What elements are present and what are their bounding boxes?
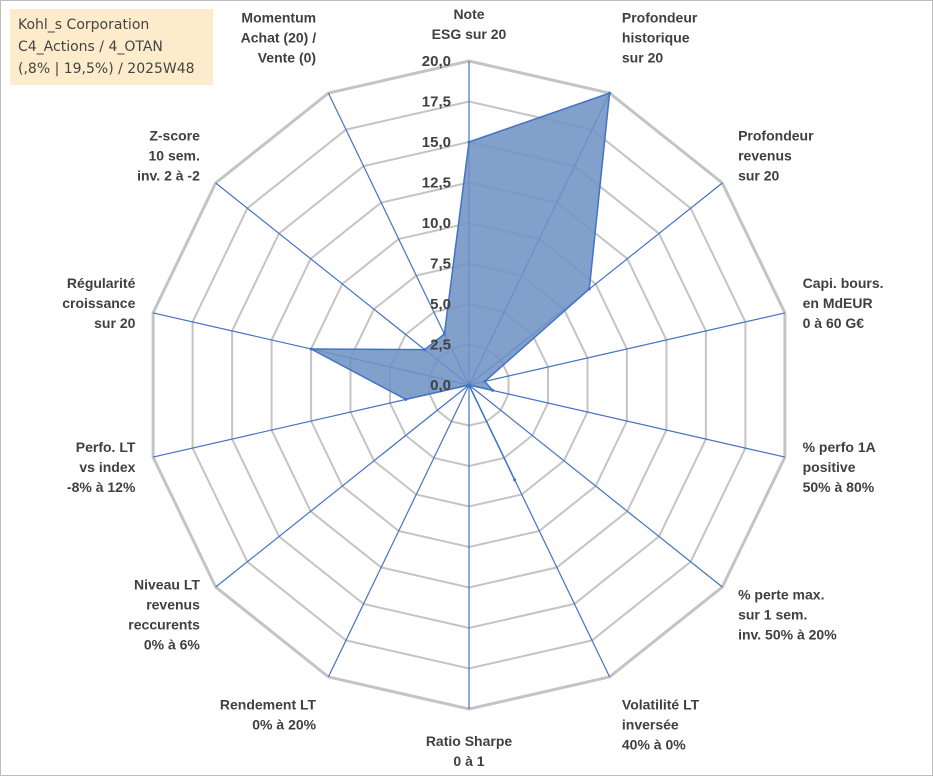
axis-label-12-line-2: croissance [62,295,135,311]
axis-label-6: % perte max. sur 1 sem. inv. 50% à 20% [738,586,837,642]
axis-label-6-line-1: % perte max. [738,586,824,602]
axis-label-4: Capi. bours. en MdEUR 0 à 60 G€ [803,275,884,331]
axis-label-11-line-2: vs index [79,459,135,475]
axis-spoke-5 [468,384,786,458]
axis-label-4-line-3: 0 à 60 G€ [803,315,865,331]
axis-label-5: % perfo 1A positive 50% à 80% [803,439,876,495]
tick-labels: 0,0 2,5 5,0 7,5 10,0 12,5 15,0 17,5 20,0 [422,53,451,394]
axis-label-5-line-2: positive [803,459,856,475]
axis-label-8-line-2: 0 à 1 [453,753,484,769]
axis-label-10-line-3: reccurents [128,616,200,632]
data-point-12 [309,347,313,351]
axis-label-7: Volatilité LT inversée 40% à 0% [622,697,700,753]
title-line-category: C4_Actions / 4_OTAN [18,39,163,55]
tick-label-0: 0,0 [430,377,451,394]
tick-label-4: 10,0 [422,215,451,232]
axis-label-3-line-1: Profondeur [738,128,814,144]
data-point-5 [491,388,495,392]
data-series [309,91,612,482]
axis-label-2-line-1: Profondeur [622,9,698,25]
data-point-13 [423,348,427,352]
axis-label-13-line-1: Z-score [149,128,200,144]
tick-label-1: 2,5 [430,337,451,354]
tick-label-6: 15,0 [422,134,451,151]
axis-label-11: Perfo. LT vs index -8% à 12% [67,439,136,495]
axis-label-10-line-1: Niveau LT [134,576,200,592]
axis-label-12-line-1: Régularité [67,275,136,291]
axis-label-7-line-1: Volatilité LT [622,697,700,713]
axis-label-13-line-2: 10 sem. [149,148,200,164]
data-point-14 [442,332,446,336]
axis-spoke-4 [468,312,786,386]
axis-label-2-line-3: sur 20 [622,49,663,65]
tick-label-2: 5,0 [430,296,451,313]
axis-label-7-line-2: inversée [622,717,679,733]
axis-label-13-line-3: inv. 2 à -2 [137,168,200,184]
axis-label-1-line-1: Note [453,6,484,22]
axis-label-5-line-3: 50% à 80% [803,479,875,495]
axis-label-12-line-3: sur 20 [94,315,135,331]
data-point-3 [587,287,591,291]
axis-label-4-line-1: Capi. bours. [803,275,884,291]
axis-label-9-line-1: Rendement LT [220,697,317,713]
title-line-period: (,8% | 19,5%) / 2025W48 [18,61,195,77]
axis-label-14-line-2: Achat (20) / [241,29,317,45]
axis-label-4-line-2: en MdEUR [803,295,873,311]
axis-label-8-line-1: Ratio Sharpe [426,733,513,749]
data-point-2 [608,91,612,95]
axis-label-14: Momentum Achat (20) / Vente (0) [241,9,317,65]
axis-label-3: Profondeur revenus sur 20 [738,128,814,184]
axis-label-12: Régularité croissance sur 20 [62,275,135,331]
tick-label-5: 12,5 [422,175,451,192]
axis-label-10: Niveau LT revenus reccurents 0% à 6% [128,576,200,652]
axis-spoke-9 [327,384,470,678]
axis-label-9: Rendement LT 0% à 20% [220,697,317,733]
axis-label-8: Ratio Sharpe 0 à 1 [426,733,513,769]
axis-label-6-line-3: inv. 50% à 20% [738,626,837,642]
title-box: Kohl_s Corporation C4_Actions / 4_OTAN (… [10,9,213,85]
data-point-7 [513,478,517,482]
title-line-company: Kohl_s Corporation [18,17,150,33]
data-point-10 [467,383,471,387]
axis-label-1: Note ESG sur 20 [432,6,507,42]
axis-label-2-line-2: historique [622,29,690,45]
data-point-1 [467,140,471,144]
axis-label-11-line-3: -8% à 12% [67,479,136,495]
axis-label-11-line-1: Perfo. LT [76,439,136,455]
axis-label-3-line-3: sur 20 [738,168,779,184]
axis-label-7-line-3: 40% à 0% [622,737,686,753]
axis-spoke-6 [468,384,723,588]
axis-label-6-line-2: sur 1 sem. [738,606,807,622]
axis-label-10-line-2: revenus [146,596,200,612]
data-point-11 [404,397,408,401]
tick-label-8: 20,0 [422,53,451,70]
axis-label-14-line-3: Vente (0) [258,49,316,65]
axis-label-13: Z-score 10 sem. inv. 2 à -2 [137,128,200,184]
axis-spoke-10 [215,384,470,588]
axis-labels: Note ESG sur 20 Profondeur historique sur 20… [62,6,883,769]
axis-label-14-line-1: Momentum [241,9,316,25]
data-point-4 [483,379,487,383]
tick-label-7: 17,5 [422,94,451,111]
axis-label-1-line-2: ESG sur 20 [432,26,507,42]
axis-label-5-line-1: % perfo 1A [803,439,876,455]
axis-label-10-line-4: 0% à 6% [144,636,201,652]
axis-label-2: Profondeur historique sur 20 [622,9,698,65]
axis-label-3-line-2: revenus [738,148,792,164]
tick-label-3: 7,5 [430,256,451,273]
axis-label-9-line-2: 0% à 20% [252,717,316,733]
